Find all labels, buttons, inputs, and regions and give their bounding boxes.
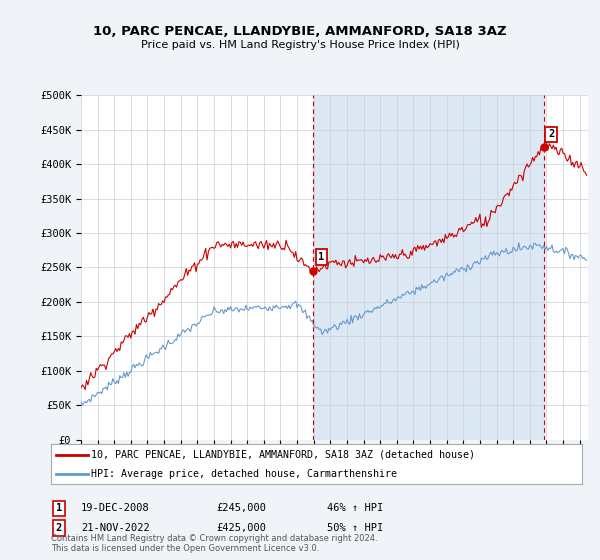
Text: Price paid vs. HM Land Registry's House Price Index (HPI): Price paid vs. HM Land Registry's House … <box>140 40 460 50</box>
Text: 10, PARC PENCAE, LLANDYBIE, AMMANFORD, SA18 3AZ (detached house): 10, PARC PENCAE, LLANDYBIE, AMMANFORD, S… <box>91 450 475 460</box>
Text: 2: 2 <box>56 523 62 533</box>
Text: 2: 2 <box>548 129 554 139</box>
Text: 1: 1 <box>318 252 325 262</box>
Text: Contains HM Land Registry data © Crown copyright and database right 2024.
This d: Contains HM Land Registry data © Crown c… <box>51 534 377 553</box>
Text: £425,000: £425,000 <box>216 523 266 533</box>
Text: 19-DEC-2008: 19-DEC-2008 <box>81 503 150 514</box>
Text: 46% ↑ HPI: 46% ↑ HPI <box>327 503 383 514</box>
Text: 50% ↑ HPI: 50% ↑ HPI <box>327 523 383 533</box>
Text: 1: 1 <box>56 503 62 514</box>
Text: HPI: Average price, detached house, Carmarthenshire: HPI: Average price, detached house, Carm… <box>91 469 397 479</box>
Bar <box>313 95 544 440</box>
Text: 21-NOV-2022: 21-NOV-2022 <box>81 523 150 533</box>
Text: 10, PARC PENCAE, LLANDYBIE, AMMANFORD, SA18 3AZ: 10, PARC PENCAE, LLANDYBIE, AMMANFORD, S… <box>93 25 507 38</box>
Text: £245,000: £245,000 <box>216 503 266 514</box>
